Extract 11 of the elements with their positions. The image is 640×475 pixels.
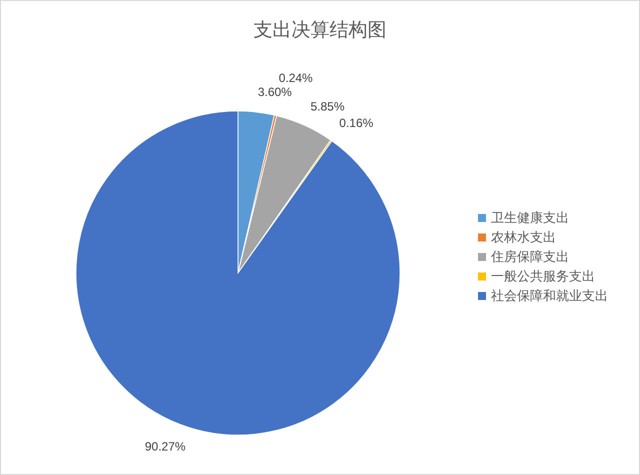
legend-label: 卫生健康支出: [491, 210, 569, 225]
chart-title: 支出决算结构图: [254, 20, 386, 41]
data-label: 0.16%: [339, 116, 374, 130]
data-label: 0.24%: [278, 71, 314, 86]
legend-label: 一般公共服务支出: [491, 268, 595, 284]
legend-label: 农林水支出: [491, 230, 556, 244]
legend-label: 住房保障支出: [490, 249, 569, 264]
legend-label: 社会保障和就业支出: [491, 288, 608, 303]
data-label: 5.85%: [310, 100, 345, 114]
data-label: 90.27%: [144, 440, 186, 454]
data-label: 3.60%: [258, 85, 292, 100]
